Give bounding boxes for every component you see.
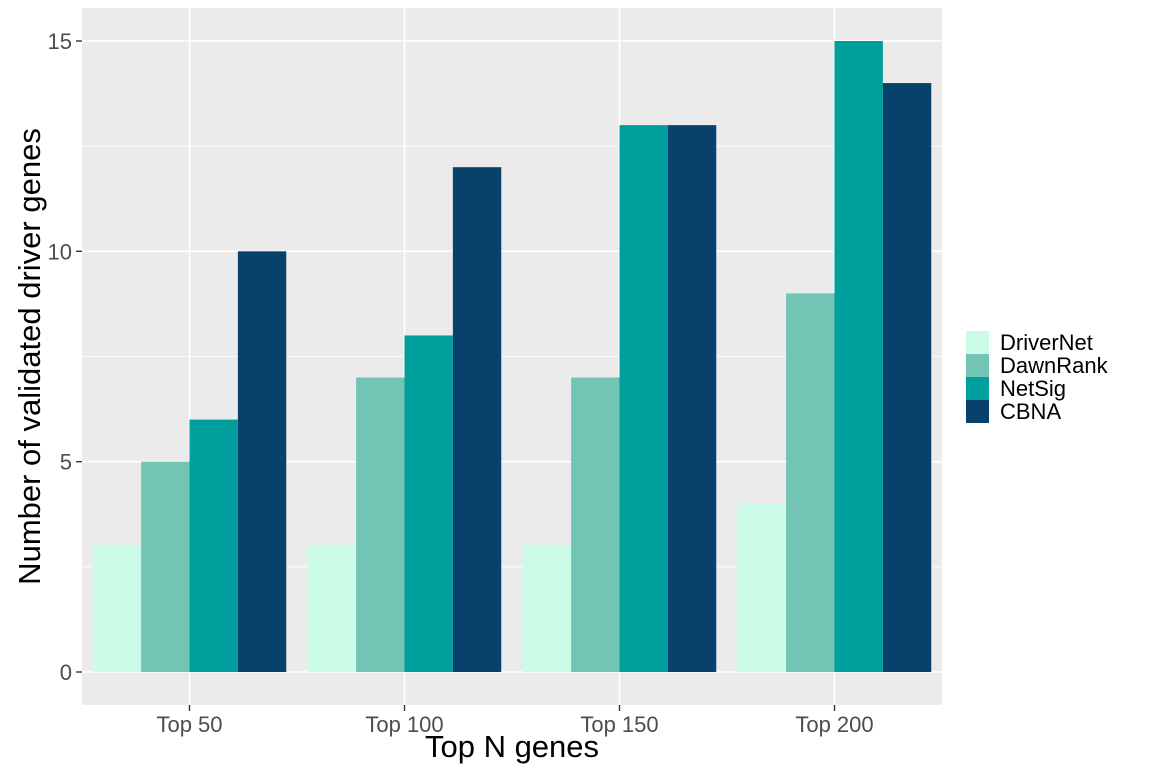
y-tick-label: 0: [60, 660, 72, 685]
bar-dawnrank-2: [571, 377, 620, 672]
legend-label-cbna: CBNA: [1000, 399, 1061, 424]
x-axis: Top 50 Top 100 Top 150 Top 200: [156, 705, 874, 737]
x-tick-label: Top 200: [795, 712, 873, 737]
legend-label-netsig: NetSig: [1000, 376, 1066, 401]
bar-cbna-0: [237, 251, 287, 673]
bar-cbna-3: [882, 83, 932, 673]
bar-drivernet-3: [737, 503, 787, 672]
bar-netsig-1: [404, 335, 453, 672]
bar-drivernet-1: [307, 545, 357, 672]
bar-dawnrank-3: [786, 293, 835, 672]
x-axis-title: Top N genes: [425, 729, 599, 764]
y-axis: 0 5 10 15: [48, 29, 82, 685]
legend-key-drivernet: [966, 331, 989, 354]
x-tick-label: Top 100: [365, 712, 443, 737]
legend-label-drivernet: DriverNet: [1000, 330, 1093, 355]
y-tick-label: 10: [48, 239, 72, 264]
bar-netsig-0: [189, 419, 238, 672]
bar-dawnrank-0: [141, 461, 190, 672]
legend-key-dawnrank: [966, 354, 989, 377]
legend-key-netsig: [966, 377, 989, 400]
bar-dawnrank-1: [356, 377, 405, 672]
x-tick-label: Top 150: [580, 712, 658, 737]
y-tick-label: 5: [60, 450, 72, 475]
x-tick-label: Top 50: [156, 712, 222, 737]
legend-key-cbna: [966, 400, 989, 423]
bar-cbna-1: [452, 167, 502, 672]
bar-netsig-3: [834, 41, 883, 672]
legend-label-dawnrank: DawnRank: [1000, 353, 1109, 378]
bar-netsig-2: [619, 125, 668, 673]
bars: [92, 41, 932, 673]
y-axis-title: Number of validated driver genes: [12, 128, 47, 585]
bar-cbna-2: [667, 125, 717, 673]
bar-drivernet-0: [92, 545, 142, 672]
y-tick-label: 15: [48, 29, 72, 54]
bar-drivernet-2: [522, 545, 572, 672]
